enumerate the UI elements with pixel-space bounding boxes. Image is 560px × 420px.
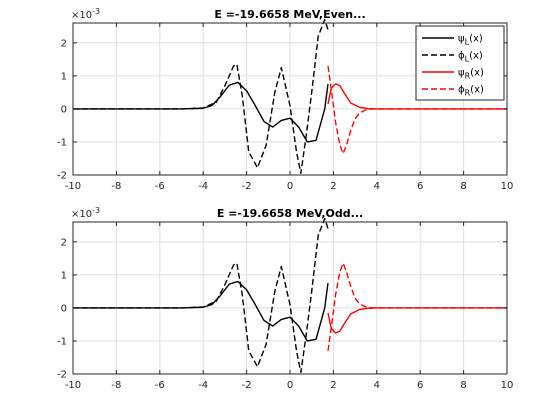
x-tick-label: 4 xyxy=(374,380,380,391)
y-tick-label: -1 xyxy=(57,137,67,148)
chart-title: E =-19.6658 MeV,Even... xyxy=(214,8,365,21)
x-tick-label: -4 xyxy=(198,380,208,391)
y-exponent-label: ×10-3 xyxy=(71,206,100,220)
y-tick-label: -2 xyxy=(57,370,67,381)
x-tick-label: -10 xyxy=(65,181,81,192)
x-tick-label: 2 xyxy=(330,181,336,192)
x-tick-label: -6 xyxy=(155,380,165,391)
x-tick-label: -10 xyxy=(65,380,81,391)
x-tick-label: -8 xyxy=(111,181,121,192)
x-tick-label: -4 xyxy=(198,181,208,192)
x-tick-label: -2 xyxy=(242,380,252,391)
y-tick-label: -2 xyxy=(57,171,67,182)
y-tick-label: 1 xyxy=(61,71,67,82)
x-tick-label: 6 xyxy=(417,181,423,192)
x-tick-label: 6 xyxy=(417,380,423,391)
x-tick-label: -2 xyxy=(242,181,252,192)
x-tick-label: 0 xyxy=(287,380,293,391)
x-tick-label: 4 xyxy=(374,181,380,192)
y-tick-label: 1 xyxy=(61,270,67,281)
x-tick-label: 10 xyxy=(501,181,514,192)
x-tick-label: -8 xyxy=(111,380,121,391)
legend: ψL(x)ϕL(x)ψR(x)ϕR(x) xyxy=(416,26,504,100)
y-tick-label: 0 xyxy=(61,303,67,314)
y-tick-label: -1 xyxy=(57,336,67,347)
chart-title: E =-19.6658 MeV,Odd... xyxy=(217,207,363,220)
y-exponent-label: ×10-3 xyxy=(71,7,100,21)
x-tick-label: -6 xyxy=(155,181,165,192)
y-tick-label: 2 xyxy=(61,237,67,248)
y-tick-label: 0 xyxy=(61,104,67,115)
x-tick-label: 0 xyxy=(287,181,293,192)
y-tick-label: 2 xyxy=(61,38,67,49)
x-tick-label: 10 xyxy=(501,380,514,391)
x-tick-label: 8 xyxy=(460,380,466,391)
x-tick-label: 8 xyxy=(460,181,466,192)
x-tick-label: 2 xyxy=(330,380,336,391)
